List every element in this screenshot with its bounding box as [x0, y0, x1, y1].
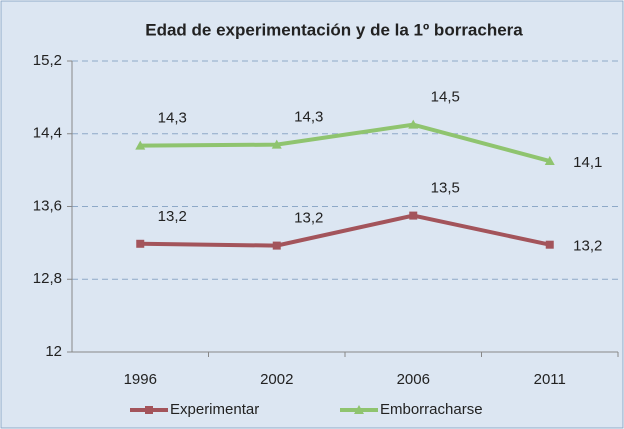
data-label: 14,5: [431, 89, 460, 106]
marker: [354, 405, 364, 414]
data-label: 14,1: [573, 154, 602, 171]
y-tick-label: 12,8: [33, 270, 62, 287]
series-line: [140, 122, 551, 163]
data-label: 14,3: [158, 110, 187, 127]
x-tick-label: 2006: [397, 371, 430, 388]
chart-title: Edad de experimentación y de la 1º borra…: [145, 20, 523, 39]
marker: [272, 241, 281, 250]
y-tick-label: 12: [45, 343, 62, 360]
marker: [135, 140, 146, 150]
marker: [544, 156, 555, 166]
x-tick-label: 2011: [534, 371, 566, 388]
data-label: 14,3: [294, 109, 323, 126]
series-line: [140, 213, 551, 248]
y-tick-label: 14,4: [33, 125, 62, 142]
marker: [136, 239, 145, 248]
marker: [145, 406, 153, 414]
data-label: 13,2: [573, 238, 602, 255]
x-tick-label: 2002: [260, 371, 293, 388]
data-label: 13,2: [158, 208, 187, 225]
legend-label: Experimentar: [170, 401, 259, 418]
data-label: 13,5: [431, 180, 460, 197]
y-tick-label: 15,2: [33, 52, 62, 69]
marker: [545, 240, 554, 249]
x-tick-label: 1996: [124, 371, 157, 388]
marker: [409, 211, 418, 220]
legend-label: Emborracharse: [380, 401, 483, 418]
y-tick-label: 13,6: [33, 197, 62, 214]
marker: [408, 119, 419, 129]
marker: [271, 139, 282, 149]
data-label: 13,2: [294, 210, 323, 227]
